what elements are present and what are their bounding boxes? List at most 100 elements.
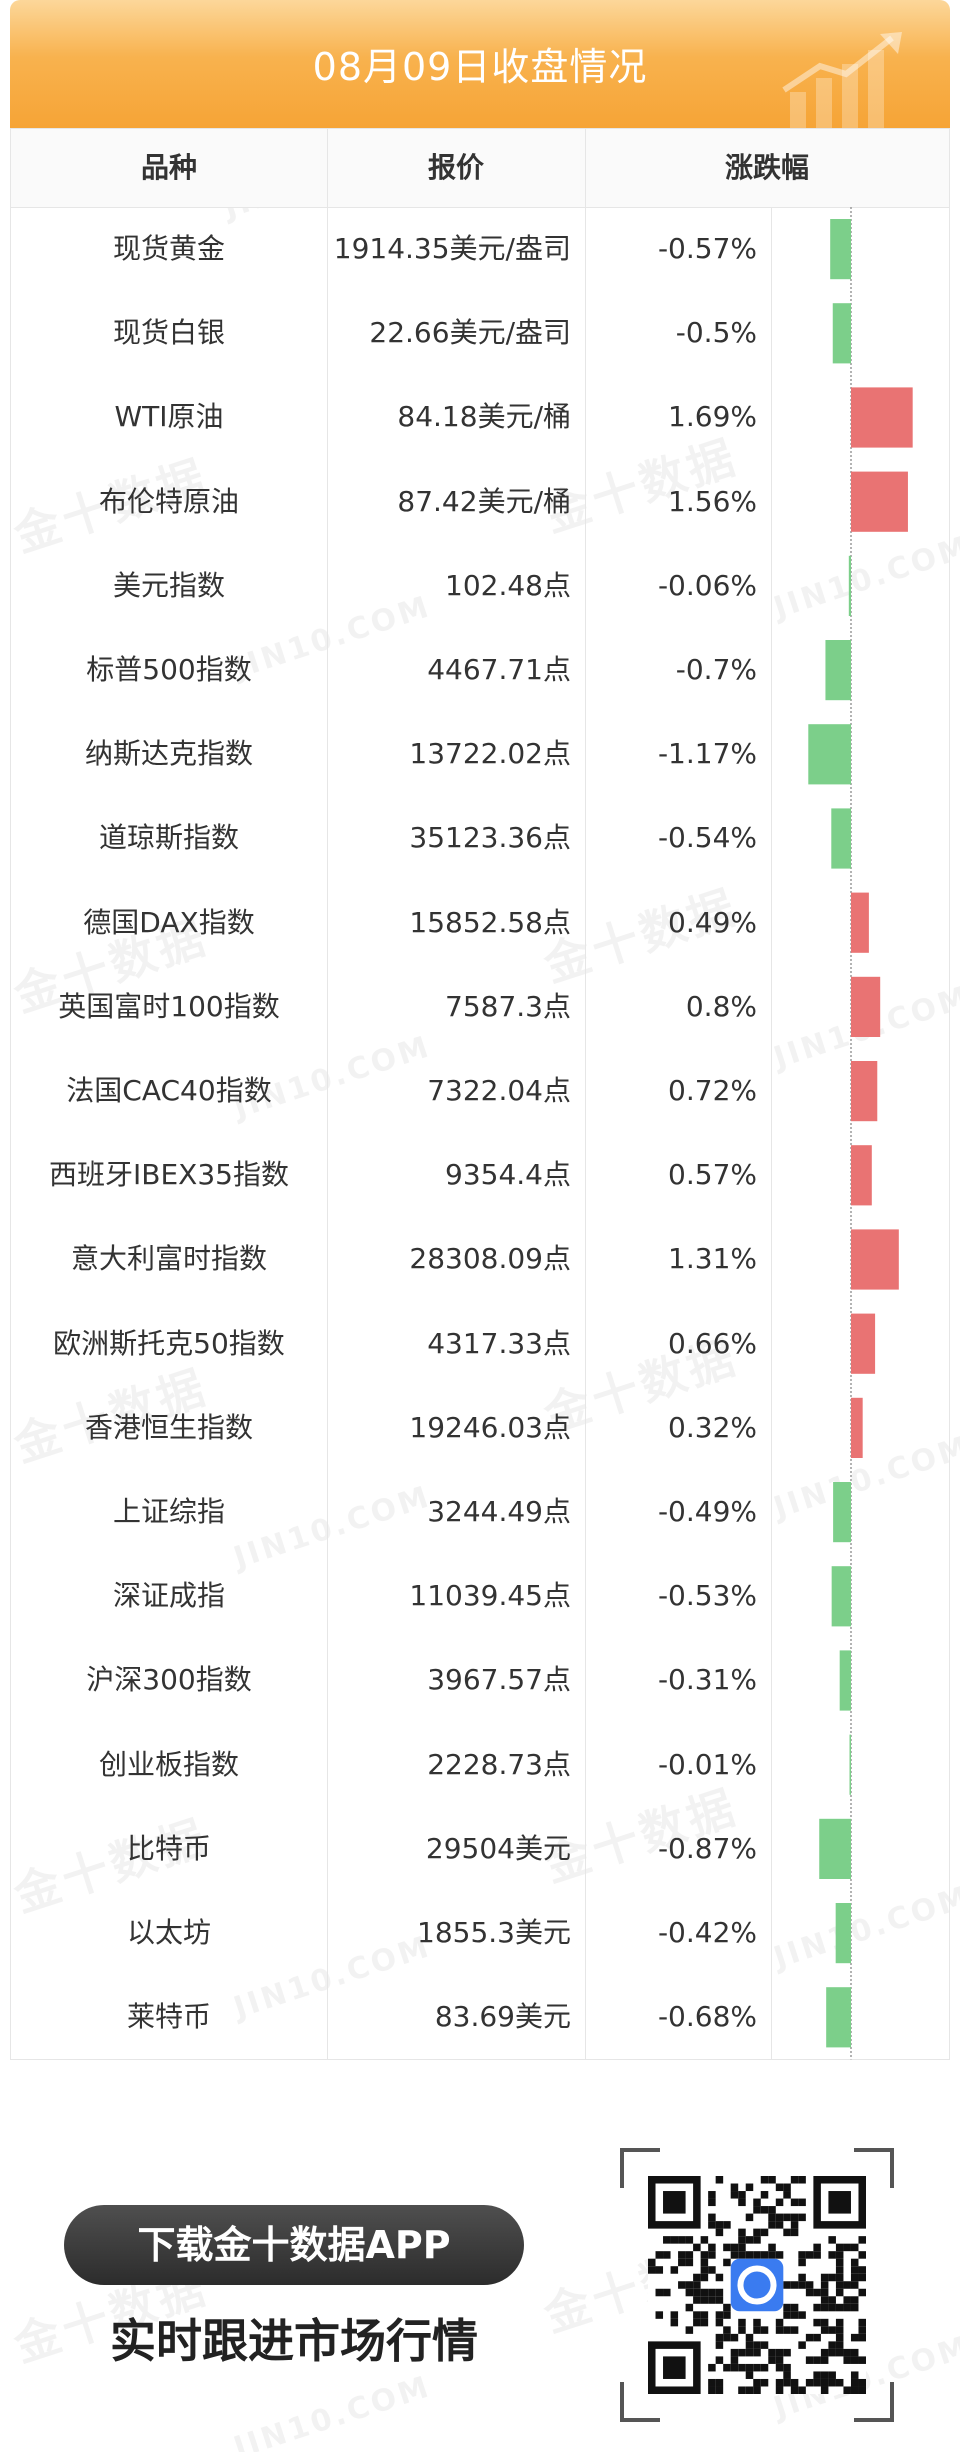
- instrument-price: 29504美元: [425, 1831, 571, 1865]
- instrument-name: 法国CAC40指数: [66, 1074, 272, 1107]
- market-table: 品种 报价 涨跌幅 现货黄金 1914.35美元/盎司 -0.57% 现货白银 22.6…: [10, 128, 950, 2060]
- change-bar: [832, 303, 851, 364]
- instrument-price: 1914.35美元/盎司: [333, 232, 571, 265]
- change-bar: [835, 1903, 851, 1964]
- instrument-price: 87.42美元/桶: [397, 484, 571, 518]
- instrument-name: 深证成指: [112, 1579, 225, 1613]
- change-bar: [849, 1734, 851, 1795]
- instrument-name: 创业板指数: [98, 1747, 239, 1781]
- table-row: 沪深300指数 3967.57点 -0.31%: [11, 1638, 949, 1722]
- change-bar: [839, 1650, 851, 1711]
- card-header: 08月09日收盘情况: [10, 0, 950, 128]
- table-row: 香港恒生指数 19246.03点 0.32%: [11, 1386, 949, 1470]
- change-bar: [851, 387, 913, 448]
- table-row: 比特币 29504美元 -0.87%: [11, 1807, 949, 1891]
- instrument-change: 0.57%: [668, 1158, 757, 1192]
- column-header-name: 品种: [140, 151, 197, 184]
- instrument-change: 0.49%: [668, 905, 757, 939]
- instrument-change: -0.53%: [657, 1579, 757, 1613]
- table-row: 布伦特原油 87.42美元/桶 1.56%: [11, 460, 949, 544]
- table-row: 德国DAX指数 15852.58点 0.49%: [11, 881, 949, 965]
- instrument-price: 13722.02点: [409, 737, 571, 771]
- instrument-price: 22.66美元/盎司: [369, 316, 571, 350]
- instrument-name: 莱特币: [126, 2000, 211, 2034]
- instrument-price: 4467.71点: [427, 653, 571, 686]
- change-bar: [833, 1482, 851, 1543]
- column-divider: [771, 207, 772, 2059]
- instrument-price: 4317.33点: [427, 1326, 571, 1360]
- table-row: 上证综指 3244.49点 -0.49%: [11, 1470, 949, 1554]
- instrument-name: 以太坊: [126, 1916, 211, 1949]
- table-row: 深证成指 11039.45点 -0.53%: [11, 1554, 949, 1638]
- instrument-name: 道琼斯指数: [98, 821, 239, 855]
- instrument-change: -0.42%: [657, 1916, 757, 1949]
- instrument-price: 35123.36点: [409, 821, 571, 855]
- qr-pattern: [648, 2176, 866, 2394]
- instrument-name: 英国富时100指数: [58, 989, 280, 1023]
- instrument-change: 0.32%: [668, 1410, 757, 1444]
- change-bar: [851, 1145, 872, 1206]
- instrument-price: 1855.3美元: [417, 1916, 571, 1949]
- instrument-price: 2228.73点: [427, 1747, 571, 1781]
- change-bar: [851, 1313, 876, 1374]
- download-app-button[interactable]: 下载金十数据APP: [64, 2205, 524, 2285]
- instrument-change: -0.31%: [657, 1663, 757, 1697]
- instrument-price: 11039.45点: [409, 1579, 571, 1613]
- instrument-change: -0.49%: [657, 1495, 757, 1528]
- table-row: 道琼斯指数 35123.36点 -0.54%: [11, 796, 949, 880]
- change-bar: [826, 1987, 851, 2048]
- table-row: 西班牙IBEX35指数 9354.4点 0.57%: [11, 1133, 949, 1217]
- promo-tagline: 实时跟进市场行情: [110, 2314, 478, 2368]
- instrument-name: 西班牙IBEX35指数: [49, 1158, 289, 1192]
- instrument-name: 欧洲斯托克50指数: [53, 1326, 285, 1360]
- instrument-change: 0.8%: [685, 989, 757, 1023]
- table-row: 创业板指数 2228.73点 -0.01%: [11, 1723, 949, 1807]
- growth-chart-icon: [782, 32, 902, 128]
- table-row: 意大利富时指数 28308.09点 1.31%: [11, 1217, 949, 1301]
- table-row: 欧洲斯托克50指数 4317.33点 0.66%: [11, 1302, 949, 1386]
- page-title: 08月09日收盘情况: [312, 45, 648, 89]
- table-row: 英国富时100指数 7587.3点 0.8%: [11, 965, 949, 1049]
- qr-frame-corners: [620, 2148, 894, 2422]
- instrument-price: 15852.58点: [409, 905, 571, 939]
- instrument-change: 0.72%: [668, 1074, 757, 1107]
- instrument-change: -0.01%: [657, 1747, 757, 1781]
- instrument-change: -0.87%: [657, 1831, 757, 1865]
- instrument-price: 7322.04点: [427, 1074, 571, 1107]
- change-bar: [851, 1061, 878, 1122]
- instrument-change: -0.5%: [675, 316, 757, 350]
- table-row: 以太坊 1855.3美元 -0.42%: [11, 1891, 949, 1975]
- instrument-name: 美元指数: [112, 568, 225, 602]
- instrument-name: 沪深300指数: [86, 1663, 252, 1697]
- table-row: 法国CAC40指数 7322.04点 0.72%: [11, 1049, 949, 1133]
- instrument-change: -0.06%: [657, 568, 757, 602]
- change-bar: [851, 1397, 863, 1458]
- change-bar: [851, 892, 869, 953]
- column-header-price: 报价: [427, 151, 484, 184]
- column-divider: [327, 129, 328, 2059]
- table-row: 美元指数 102.48点 -0.06%: [11, 544, 949, 628]
- instrument-name: 香港恒生指数: [84, 1410, 253, 1444]
- change-bar-chart: [808, 207, 913, 2060]
- change-bar: [851, 1229, 899, 1290]
- instrument-price: 84.18美元/桶: [397, 400, 571, 434]
- change-bar: [830, 219, 851, 280]
- instrument-price: 7587.3点: [445, 989, 571, 1023]
- instrument-name: 布伦特原油: [98, 484, 239, 518]
- change-bar: [851, 976, 881, 1037]
- column-divider: [585, 129, 586, 2059]
- table-header: 品种 报价 涨跌幅: [11, 129, 949, 208]
- table-row: 现货黄金 1914.35美元/盎司 -0.57%: [11, 207, 949, 291]
- market-close-card: 08月09日收盘情况 品种 报价 涨跌幅 现货黄金 1914.35美元/盎司 -0.…: [10, 0, 950, 2060]
- instrument-change: 0.66%: [668, 1326, 757, 1360]
- column-header-change: 涨跌幅: [724, 151, 809, 184]
- instrument-change: -0.7%: [675, 653, 757, 686]
- table-row: 标普500指数 4467.71点 -0.7%: [11, 628, 949, 712]
- watermark-text: JIN10.COM: [229, 2369, 436, 2452]
- change-bar: [848, 555, 851, 616]
- instrument-name: 意大利富时指数: [70, 1242, 267, 1276]
- change-bar: [831, 808, 851, 869]
- change-bar: [825, 640, 851, 701]
- instrument-change: -0.68%: [657, 2000, 757, 2034]
- instrument-price: 19246.03点: [409, 1410, 571, 1444]
